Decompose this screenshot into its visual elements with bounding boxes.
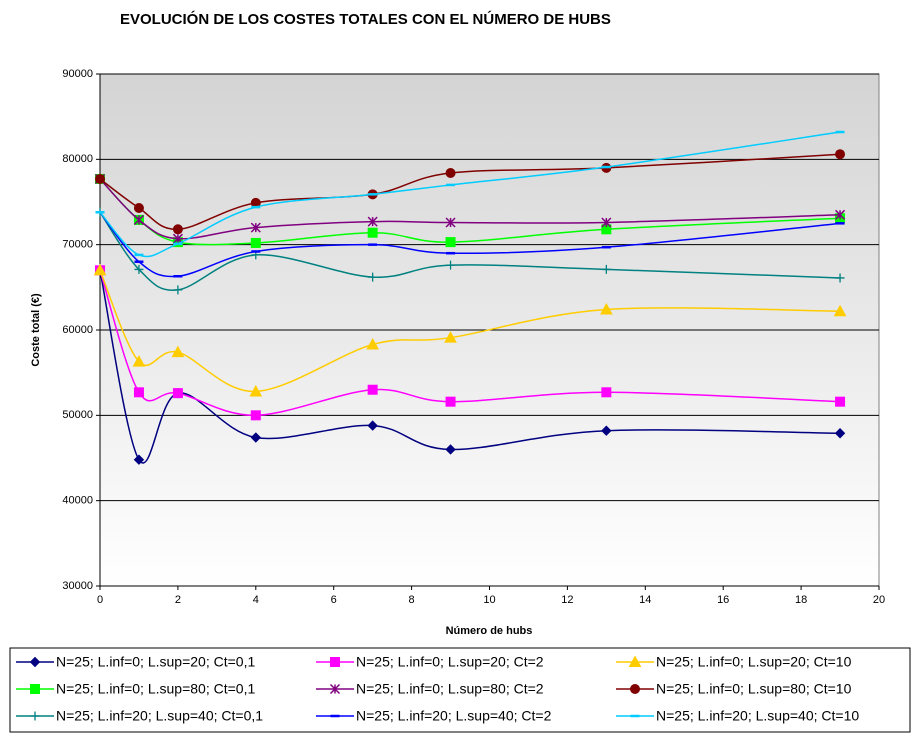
x-tick-label: 6 — [331, 594, 337, 606]
marker — [835, 149, 846, 160]
marker — [171, 345, 185, 358]
marker — [133, 387, 144, 398]
marker — [329, 683, 341, 695]
legend-label: N=25; L.inf=0; L.sup=20; Ct=2 — [356, 654, 544, 670]
y-tick-label: 90000 — [62, 68, 93, 80]
marker — [444, 331, 457, 343]
marker — [367, 227, 378, 238]
marker — [30, 684, 40, 694]
marker — [835, 209, 846, 220]
series-line — [99, 269, 841, 393]
marker — [250, 410, 261, 421]
marker — [250, 222, 261, 233]
legend-label: N=25; L.inf=20; L.sup=40; Ct=10 — [656, 708, 859, 724]
marker — [446, 260, 456, 270]
marker — [601, 217, 612, 228]
legend-label: N=25; L.inf=0; L.sup=80; Ct=0,1 — [56, 681, 255, 697]
marker — [367, 216, 378, 227]
marker — [834, 428, 846, 439]
marker — [601, 425, 612, 436]
marker — [172, 224, 183, 235]
marker — [133, 214, 144, 225]
y-tick-label: 80000 — [62, 153, 93, 165]
x-tick-label: 18 — [795, 594, 807, 606]
y-axis-title: Coste total (€) — [30, 293, 42, 367]
marker — [249, 384, 263, 397]
marker — [835, 396, 846, 407]
marker — [367, 384, 378, 395]
legend-label: N=25; L.inf=0; L.sup=80; Ct=10 — [656, 681, 852, 697]
series-line — [99, 270, 841, 417]
x-tick-label: 20 — [873, 594, 885, 606]
y-tick-label: 40000 — [62, 495, 93, 507]
marker — [250, 432, 262, 443]
marker — [29, 656, 41, 668]
legend-label: N=25; L.inf=0; L.sup=80; Ct=2 — [356, 681, 544, 697]
marker — [445, 167, 456, 178]
x-tick-label: 2 — [175, 594, 181, 606]
x-tick-label: 12 — [561, 594, 573, 606]
marker — [600, 302, 613, 315]
marker — [367, 420, 378, 431]
x-tick-label: 8 — [409, 594, 415, 606]
marker — [835, 273, 845, 283]
marker — [601, 387, 612, 398]
x-tick-label: 16 — [717, 594, 729, 606]
marker — [134, 264, 144, 274]
legend-box — [9, 647, 911, 733]
y-tick-label: 30000 — [62, 580, 93, 592]
marker — [30, 711, 40, 721]
x-tick-label: 0 — [97, 594, 103, 606]
marker — [445, 444, 456, 455]
marker — [368, 272, 378, 282]
marker — [133, 202, 144, 213]
legend-label: N=25; L.inf=0; L.sup=20; Ct=10 — [656, 654, 852, 670]
chart-title: EVOLUCIÓN DE LOS COSTES TOTALES CON EL N… — [120, 10, 611, 28]
x-axis-title: Número de hubs — [446, 625, 533, 637]
x-tick-label: 14 — [639, 594, 651, 606]
marker — [366, 337, 379, 350]
x-tick-label: 4 — [253, 594, 259, 606]
marker — [628, 655, 642, 667]
marker — [601, 264, 611, 274]
marker — [330, 657, 340, 667]
marker — [95, 173, 105, 184]
marker — [445, 396, 456, 407]
marker — [445, 217, 456, 228]
marker — [250, 237, 261, 248]
y-tick-label: 50000 — [62, 409, 93, 421]
y-tick-label: 60000 — [62, 324, 93, 336]
legend-label: N=25; L.inf=20; L.sup=40; Ct=0,1 — [56, 708, 263, 724]
marker — [630, 684, 640, 694]
marker — [133, 454, 145, 465]
legend-label: N=25; L.inf=0; L.sup=20; Ct=0,1 — [56, 654, 255, 670]
legend-label: N=25; L.inf=20; L.sup=40; Ct=2 — [356, 708, 552, 724]
marker — [833, 304, 847, 317]
marker — [445, 237, 456, 248]
y-tick-label: 70000 — [62, 239, 93, 251]
marker — [172, 388, 183, 399]
marker — [93, 263, 107, 276]
marker — [132, 355, 146, 367]
marker — [173, 285, 183, 295]
x-tick-label: 10 — [483, 594, 495, 606]
